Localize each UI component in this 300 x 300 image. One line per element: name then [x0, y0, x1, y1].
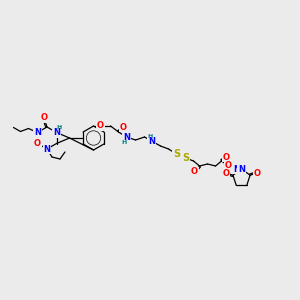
Text: N: N	[233, 164, 240, 173]
Text: N: N	[123, 133, 130, 142]
Text: O: O	[223, 152, 230, 161]
Text: S: S	[173, 149, 180, 159]
Text: H: H	[147, 134, 152, 139]
Text: N: N	[53, 128, 60, 137]
Text: O: O	[223, 169, 230, 178]
Text: N: N	[148, 136, 155, 146]
Text: O: O	[40, 113, 47, 122]
Text: S: S	[182, 153, 189, 163]
Text: O: O	[253, 169, 260, 178]
Text: N: N	[44, 145, 50, 154]
Text: H: H	[56, 125, 61, 130]
Text: O: O	[97, 122, 104, 130]
Text: O: O	[34, 139, 41, 148]
Text: O: O	[191, 167, 198, 176]
Text: N: N	[238, 164, 245, 173]
Text: O: O	[225, 161, 232, 170]
Text: H: H	[121, 140, 126, 145]
Text: N: N	[34, 128, 41, 137]
Text: O: O	[120, 122, 127, 131]
